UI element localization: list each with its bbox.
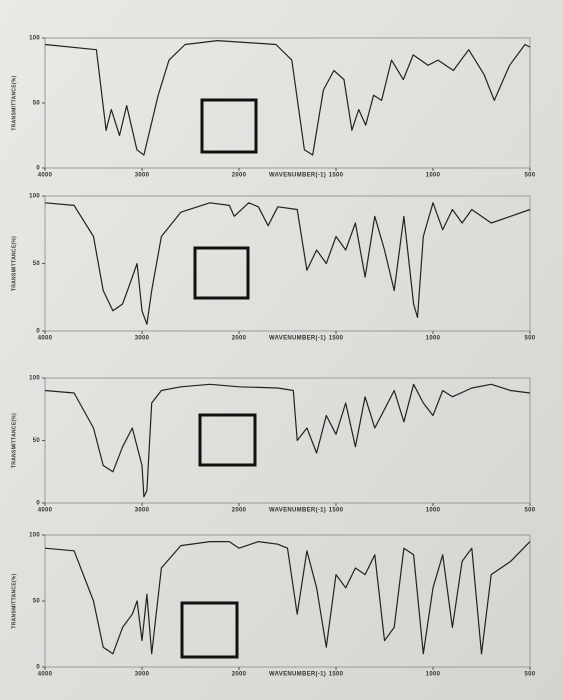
x-tick-label: 1500 [329, 336, 344, 342]
x-tick-label: 3000 [135, 173, 150, 179]
x-tick-label: 500 [525, 508, 536, 514]
x-axis-label: WAVENUMBER(-1) [269, 173, 326, 179]
x-tick-label: 1000 [426, 173, 441, 179]
x-tick-label: 2000 [232, 508, 247, 514]
x-tick-label: 500 [525, 173, 536, 179]
x-axis-label: WAVENUMBER(-1) [269, 508, 326, 514]
y-axis-label: TRANSMITTANCE(%) [11, 413, 17, 468]
x-axis-label: WAVENUMBER(-1) [269, 336, 326, 342]
x-axis-label: WAVENUMBER(-1) [269, 672, 326, 678]
x-tick-label: 2000 [232, 672, 247, 678]
panel: 0 50 100 4000 3000 2000 1500 1000 500 WAVENUMBER(… [11, 376, 535, 514]
y-tick-label: 50 [33, 261, 41, 267]
panel: 0 50 100 4000 3000 2000 1500 1000 500 WAVENUMBER(… [11, 36, 535, 179]
y-tick-label: 50 [33, 438, 41, 444]
answer-box [180, 601, 239, 659]
x-tick-label: 500 [525, 336, 536, 342]
y-tick-label: 100 [29, 194, 40, 200]
y-tick-label: 100 [29, 376, 40, 382]
x-tick-label: 1500 [329, 173, 344, 179]
y-tick-label: 50 [33, 101, 41, 107]
y-tick-label: 50 [33, 599, 41, 605]
x-tick-label: 4000 [38, 336, 53, 342]
y-tick-label: 100 [29, 36, 40, 42]
x-tick-label: 2000 [232, 336, 247, 342]
x-tick-label: 1000 [426, 672, 441, 678]
answer-box [193, 246, 250, 300]
x-tick-label: 2000 [232, 173, 247, 179]
y-axis-label: TRANSMITTANCE(%) [11, 75, 17, 130]
x-tick-label: 3000 [135, 508, 150, 514]
answer-box [200, 98, 258, 154]
y-tick-label: 0 [36, 665, 40, 671]
x-tick-label: 3000 [135, 672, 150, 678]
panel: 0 50 100 4000 3000 2000 1500 1000 500 WAVENUMBER(… [11, 194, 535, 342]
y-axis-label: TRANSMITTANCE(%) [11, 573, 17, 628]
y-tick-label: 0 [36, 166, 40, 172]
y-tick-label: 0 [36, 329, 40, 335]
y-tick-label: 0 [36, 501, 40, 507]
spectrum-line [44, 383, 531, 498]
x-tick-label: 3000 [135, 336, 150, 342]
spectrum-line [44, 541, 531, 655]
answer-box [198, 413, 257, 467]
x-tick-label: 1000 [426, 508, 441, 514]
y-tick-label: 100 [29, 533, 40, 539]
x-tick-label: 1500 [329, 508, 344, 514]
x-tick-label: 1500 [329, 672, 344, 678]
x-tick-label: 500 [525, 672, 536, 678]
x-tick-label: 4000 [38, 672, 53, 678]
y-axis-label: TRANSMITTANCE(%) [11, 236, 17, 291]
panel: 0 50 100 4000 3000 2000 1500 1000 500 WAVENUMBER(… [11, 533, 535, 678]
spectrum-line [44, 202, 531, 325]
x-tick-label: 4000 [38, 508, 53, 514]
spectrum-line [44, 40, 531, 156]
x-tick-label: 4000 [38, 173, 53, 179]
x-tick-label: 1000 [426, 336, 441, 342]
